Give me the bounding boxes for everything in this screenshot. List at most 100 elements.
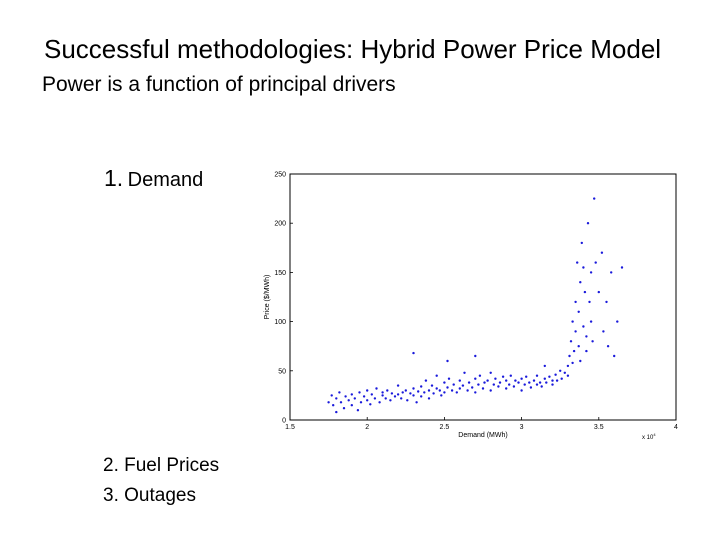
data-point xyxy=(535,383,539,386)
data-point xyxy=(401,391,404,394)
data-point xyxy=(505,379,508,382)
data-point xyxy=(455,391,458,394)
data-point xyxy=(447,377,451,380)
bullet-number: 1. xyxy=(104,165,124,191)
data-point xyxy=(412,351,415,355)
data-point xyxy=(600,251,604,254)
data-point xyxy=(353,397,356,400)
data-point xyxy=(342,407,346,410)
data-point xyxy=(452,383,455,386)
data-point xyxy=(477,383,480,386)
data-point xyxy=(602,330,605,333)
data-point xyxy=(347,399,350,402)
data-point xyxy=(613,354,616,358)
data-point xyxy=(384,397,387,400)
data-point xyxy=(443,391,446,394)
x-tick-label: 2.5 xyxy=(440,424,450,431)
data-point xyxy=(474,354,477,358)
data-point xyxy=(461,384,465,387)
data-point xyxy=(559,369,562,372)
y-tick-label: 50 xyxy=(278,368,286,375)
data-point xyxy=(362,395,366,398)
data-point xyxy=(358,391,361,394)
data-point xyxy=(373,397,377,400)
data-point xyxy=(435,374,438,377)
data-point xyxy=(396,384,400,387)
y-tick-label: 150 xyxy=(274,270,286,277)
data-point xyxy=(440,394,443,397)
data-point xyxy=(489,371,492,374)
data-points xyxy=(327,197,624,414)
data-point xyxy=(406,399,409,402)
y-tick-label: 100 xyxy=(274,319,286,326)
bullet-demand: 1. Demand xyxy=(104,165,203,192)
data-point xyxy=(543,377,546,380)
data-point xyxy=(344,395,347,398)
bullet-fuel-prices: 2. Fuel Prices xyxy=(103,455,220,476)
data-point xyxy=(446,359,449,363)
data-point xyxy=(335,410,338,414)
data-point xyxy=(610,271,613,274)
data-point xyxy=(540,385,543,388)
data-point xyxy=(501,375,505,378)
data-point xyxy=(574,300,577,304)
data-point xyxy=(492,383,495,386)
data-point xyxy=(538,381,542,384)
data-point xyxy=(327,401,330,404)
data-point xyxy=(338,391,341,394)
data-point xyxy=(332,404,335,407)
data-point xyxy=(486,379,489,382)
x-axis: 1.5 2 2.5 3 3.5 4 xyxy=(285,417,678,431)
data-point xyxy=(606,345,610,348)
data-point xyxy=(508,383,511,386)
data-point xyxy=(423,391,426,394)
y-tick-label: 0 xyxy=(282,418,286,425)
data-point xyxy=(497,385,500,388)
y-axis: 0 50 100 150 200 250 xyxy=(274,172,293,425)
data-point xyxy=(489,389,492,392)
data-point xyxy=(579,359,582,363)
data-point xyxy=(370,393,373,396)
data-point xyxy=(505,387,508,390)
plot-frame xyxy=(289,173,677,421)
data-point xyxy=(605,300,608,304)
data-point xyxy=(585,349,588,353)
data-point xyxy=(446,386,449,389)
data-point xyxy=(593,197,596,200)
data-point xyxy=(389,399,392,402)
data-point xyxy=(591,340,594,343)
data-point xyxy=(474,391,477,394)
data-point xyxy=(393,395,397,398)
data-point xyxy=(543,364,546,368)
data-point xyxy=(514,379,517,382)
data-point xyxy=(582,325,585,328)
data-point xyxy=(366,399,369,402)
data-point xyxy=(412,394,415,397)
data-point xyxy=(528,381,531,384)
data-point xyxy=(438,389,441,392)
data-point xyxy=(409,392,412,395)
data-point xyxy=(520,389,523,392)
data-point xyxy=(466,389,469,392)
x-tick-label: 4 xyxy=(674,424,678,431)
data-point xyxy=(616,320,619,323)
data-point xyxy=(589,320,593,323)
data-point xyxy=(478,374,482,377)
data-point xyxy=(571,361,574,365)
scatter-chart: 0 50 100 150 200 250 1.5 2 2.5 3 3.5 4 Demand (MWh… xyxy=(264,172,678,442)
data-point xyxy=(335,397,338,400)
data-point xyxy=(545,381,548,384)
data-point xyxy=(420,385,423,388)
x-tick-label: 1.5 xyxy=(285,424,295,431)
data-point xyxy=(378,401,381,404)
data-point xyxy=(483,381,486,384)
data-point xyxy=(529,386,533,389)
data-point xyxy=(350,393,353,396)
bullet-label: Demand xyxy=(127,169,204,191)
data-point xyxy=(463,371,466,374)
slide-title: Successful methodologies: Hybrid Power P… xyxy=(44,34,662,64)
data-point xyxy=(330,394,333,397)
data-point xyxy=(450,389,454,392)
data-point xyxy=(359,401,363,404)
data-point xyxy=(494,377,497,380)
